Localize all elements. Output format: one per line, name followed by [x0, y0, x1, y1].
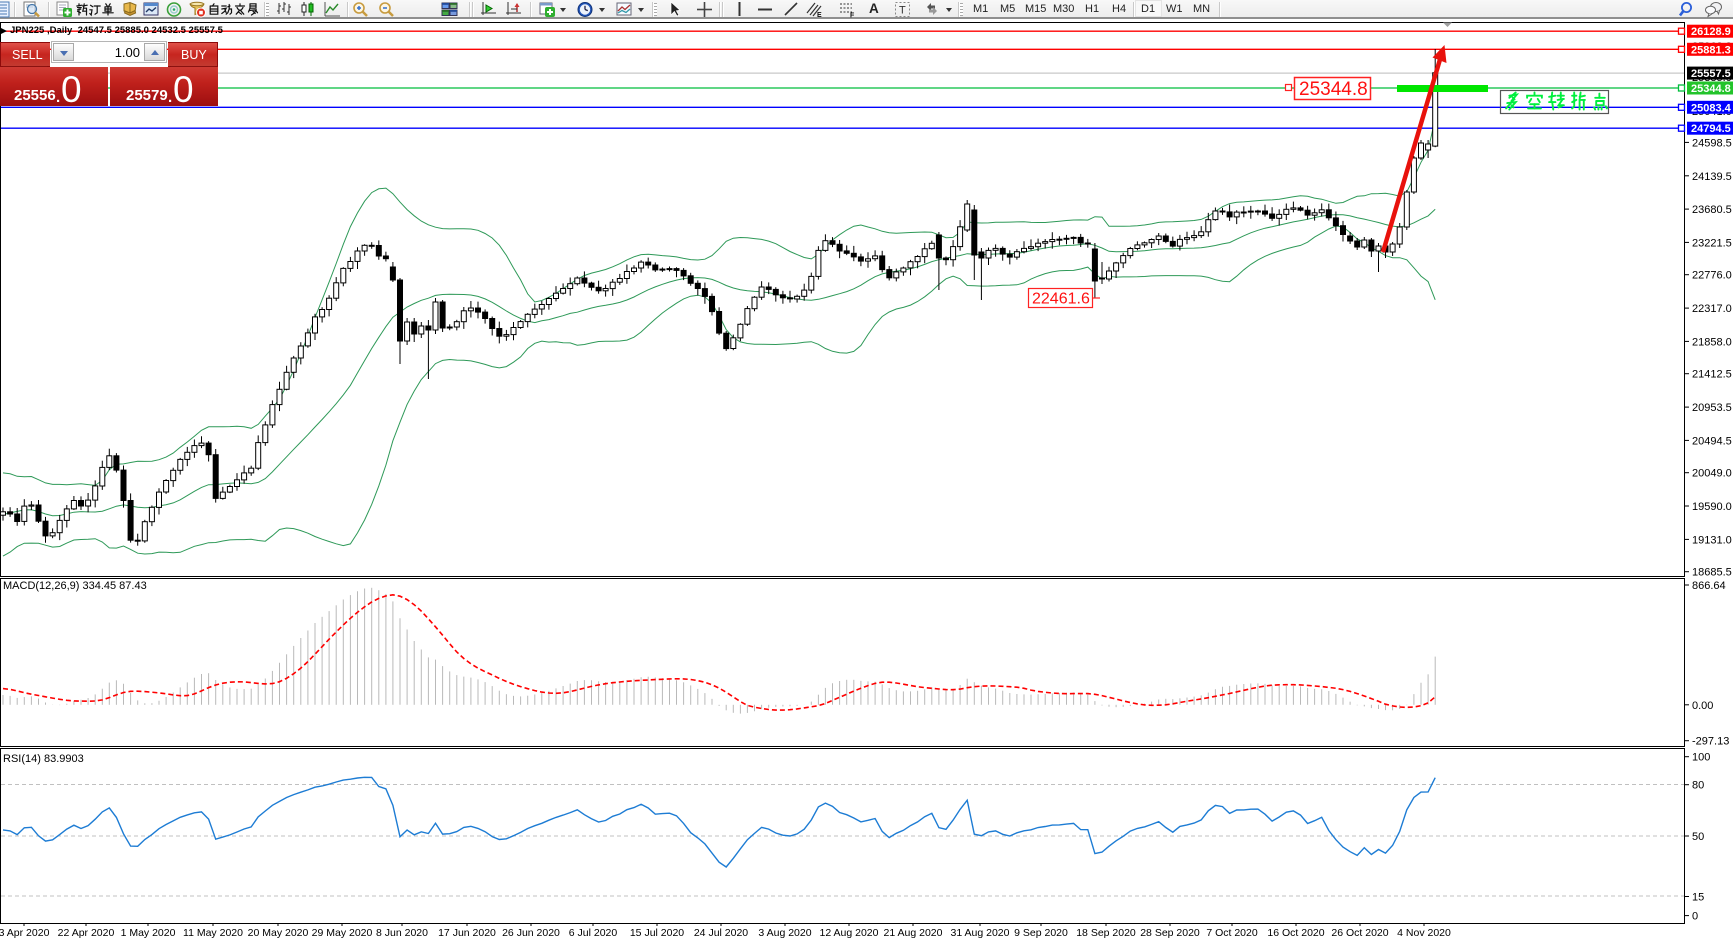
svg-text:21 Aug 2020: 21 Aug 2020 [884, 927, 943, 939]
svg-text:29 May 2020: 29 May 2020 [312, 927, 373, 939]
svg-text:25557.5: 25557.5 [1691, 68, 1731, 80]
svg-text:6 Jul 2020: 6 Jul 2020 [569, 927, 618, 939]
svg-text:23680.5: 23680.5 [1692, 204, 1732, 216]
svg-text:17 Jun 2020: 17 Jun 2020 [438, 927, 496, 939]
svg-text:22461.6: 22461.6 [1032, 291, 1090, 308]
svg-text:0: 0 [1692, 911, 1698, 923]
svg-text:0.00: 0.00 [1692, 700, 1713, 712]
svg-text:28 Sep 2020: 28 Sep 2020 [1140, 927, 1200, 939]
svg-text:18685.5: 18685.5 [1692, 567, 1732, 579]
svg-text:26128.9: 26128.9 [1691, 26, 1731, 38]
svg-text:18 Sep 2020: 18 Sep 2020 [1076, 927, 1136, 939]
svg-text:3 Apr 2020: 3 Apr 2020 [0, 927, 50, 939]
svg-text:20953.5: 20953.5 [1692, 402, 1732, 414]
svg-text:22 Apr 2020: 22 Apr 2020 [58, 927, 115, 939]
svg-text:26 Jun 2020: 26 Jun 2020 [502, 927, 560, 939]
svg-text:20494.5: 20494.5 [1692, 435, 1732, 447]
svg-text:50: 50 [1692, 831, 1704, 843]
svg-text:24794.5: 24794.5 [1691, 123, 1731, 135]
svg-text:24 Jul 2020: 24 Jul 2020 [694, 927, 748, 939]
svg-text:25881.3: 25881.3 [1691, 44, 1731, 56]
svg-text:9 Sep 2020: 9 Sep 2020 [1014, 927, 1068, 939]
svg-text:F: F [850, 13, 855, 19]
svg-text:24598.5: 24598.5 [1692, 137, 1732, 149]
svg-text:MACD(12,26,9) 334.45 87.43: MACD(12,26,9) 334.45 87.43 [3, 580, 147, 592]
svg-text:RSI(14) 83.9903: RSI(14) 83.9903 [3, 753, 84, 765]
svg-text:19590.0: 19590.0 [1692, 501, 1732, 513]
svg-text:25344.8: 25344.8 [1299, 79, 1368, 100]
svg-text:11 May 2020: 11 May 2020 [183, 927, 243, 939]
svg-text:15: 15 [1692, 892, 1704, 904]
svg-text:21858.0: 21858.0 [1692, 336, 1732, 348]
svg-text:20 May 2020: 20 May 2020 [248, 927, 309, 939]
svg-text:24139.5: 24139.5 [1692, 171, 1732, 183]
svg-text:T: T [899, 5, 906, 17]
svg-text:866.64: 866.64 [1692, 580, 1726, 592]
svg-text:-297.13: -297.13 [1692, 736, 1729, 748]
svg-text:8 Jun 2020: 8 Jun 2020 [376, 927, 428, 939]
svg-text:20049.0: 20049.0 [1692, 468, 1732, 480]
svg-text:16 Oct 2020: 16 Oct 2020 [1267, 927, 1324, 939]
svg-text:12 Aug 2020: 12 Aug 2020 [820, 927, 879, 939]
svg-text:23221.5: 23221.5 [1692, 237, 1732, 249]
svg-text:25083.4: 25083.4 [1691, 102, 1732, 114]
svg-text:25344.8: 25344.8 [1691, 83, 1731, 95]
svg-text:19131.0: 19131.0 [1692, 534, 1732, 546]
svg-text:4 Nov 2020: 4 Nov 2020 [1397, 927, 1451, 939]
svg-text:22776.0: 22776.0 [1692, 270, 1732, 282]
svg-text:1 May 2020: 1 May 2020 [121, 927, 176, 939]
svg-text:7 Oct 2020: 7 Oct 2020 [1206, 927, 1258, 939]
svg-text:31 Aug 2020: 31 Aug 2020 [951, 927, 1010, 939]
svg-text:22317.0: 22317.0 [1692, 303, 1732, 315]
svg-text:21412.5: 21412.5 [1692, 369, 1732, 381]
svg-text:15 Jul 2020: 15 Jul 2020 [630, 927, 684, 939]
svg-text:100: 100 [1692, 752, 1710, 764]
svg-text:80: 80 [1692, 780, 1704, 792]
svg-text:26 Oct 2020: 26 Oct 2020 [1331, 927, 1388, 939]
svg-text:E: E [817, 12, 822, 18]
svg-text:3 Aug 2020: 3 Aug 2020 [758, 927, 811, 939]
